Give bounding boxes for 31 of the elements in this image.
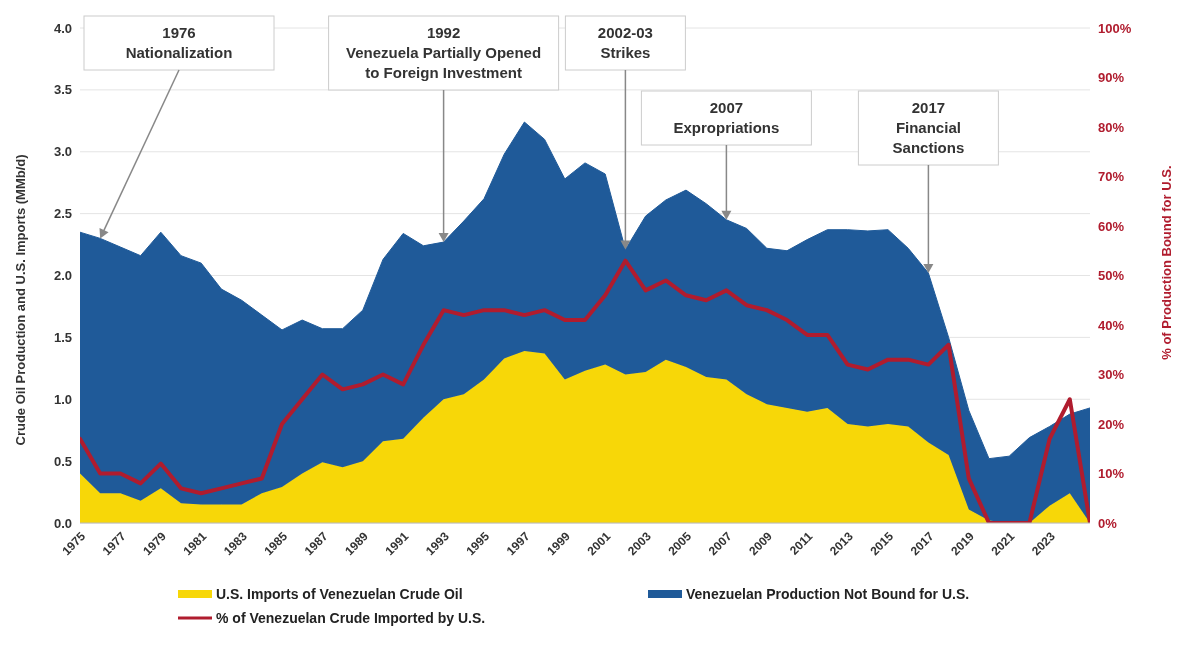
annotation: 2002-03 Strikes: [597, 24, 653, 61]
y2-tick-label: 10%: [1098, 466, 1125, 482]
y-tick-label: 2.0: [53, 268, 72, 284]
line-series: [80, 258, 1090, 523]
y2-tick-label: 50%: [1098, 268, 1125, 284]
y-tick-label: 1.5: [53, 329, 72, 345]
annotation: 1992 Venezuela Partially Opened to Foreign Investment: [346, 24, 542, 81]
annotation: 2007 Expropriations: [673, 99, 780, 136]
y2-tick-label: 0%: [1098, 515, 1118, 531]
y2-tick-label: 90%: [1098, 70, 1125, 86]
annotation: 2017 Financial Sanctions: [892, 99, 965, 156]
legend-label: U.S. Imports of Venezuelan Crude Oil: [216, 586, 463, 602]
y-tick-label: 1.0: [53, 391, 72, 407]
legend-label: % of Venezuelan Crude Imported by U.S.: [216, 610, 486, 626]
y2-axis-title: % of Production Bound for U.S.: [1158, 165, 1174, 360]
y2-tick-label: 70%: [1098, 169, 1125, 185]
y-tick-label: 2.5: [53, 206, 72, 222]
y2-tick-label: 20%: [1098, 416, 1125, 432]
y2-tick-label: 60%: [1098, 218, 1125, 234]
y-tick-label: 3.5: [53, 82, 72, 98]
legend-label: Venezuelan Production Not Bound for U.S.: [686, 586, 970, 602]
y-tick-label: 0.0: [53, 515, 72, 531]
y-axis-title: Crude Oil Production and U.S. Imports (MMb/d): [12, 154, 28, 446]
annotation: 1976 Nationalization: [125, 24, 233, 61]
y2-tick-label: 40%: [1098, 317, 1125, 333]
y2-tick-label: 100%: [1098, 20, 1132, 36]
y2-tick-label: 30%: [1098, 367, 1125, 383]
y-tick-label: 0.5: [53, 453, 72, 469]
y-tick-label: 4.0: [53, 20, 72, 36]
y-tick-label: 3.0: [53, 144, 72, 160]
y2-tick-label: 80%: [1098, 119, 1125, 135]
